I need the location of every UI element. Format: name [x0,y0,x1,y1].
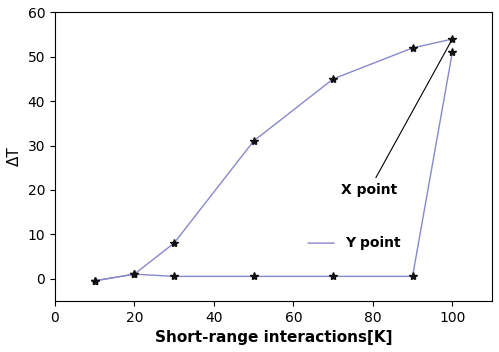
Text: Y point: Y point [345,236,401,250]
X-axis label: Short-range interactions[K]: Short-range interactions[K] [155,330,392,345]
Text: X point: X point [341,42,451,197]
Y-axis label: ΔT: ΔT [7,147,22,166]
